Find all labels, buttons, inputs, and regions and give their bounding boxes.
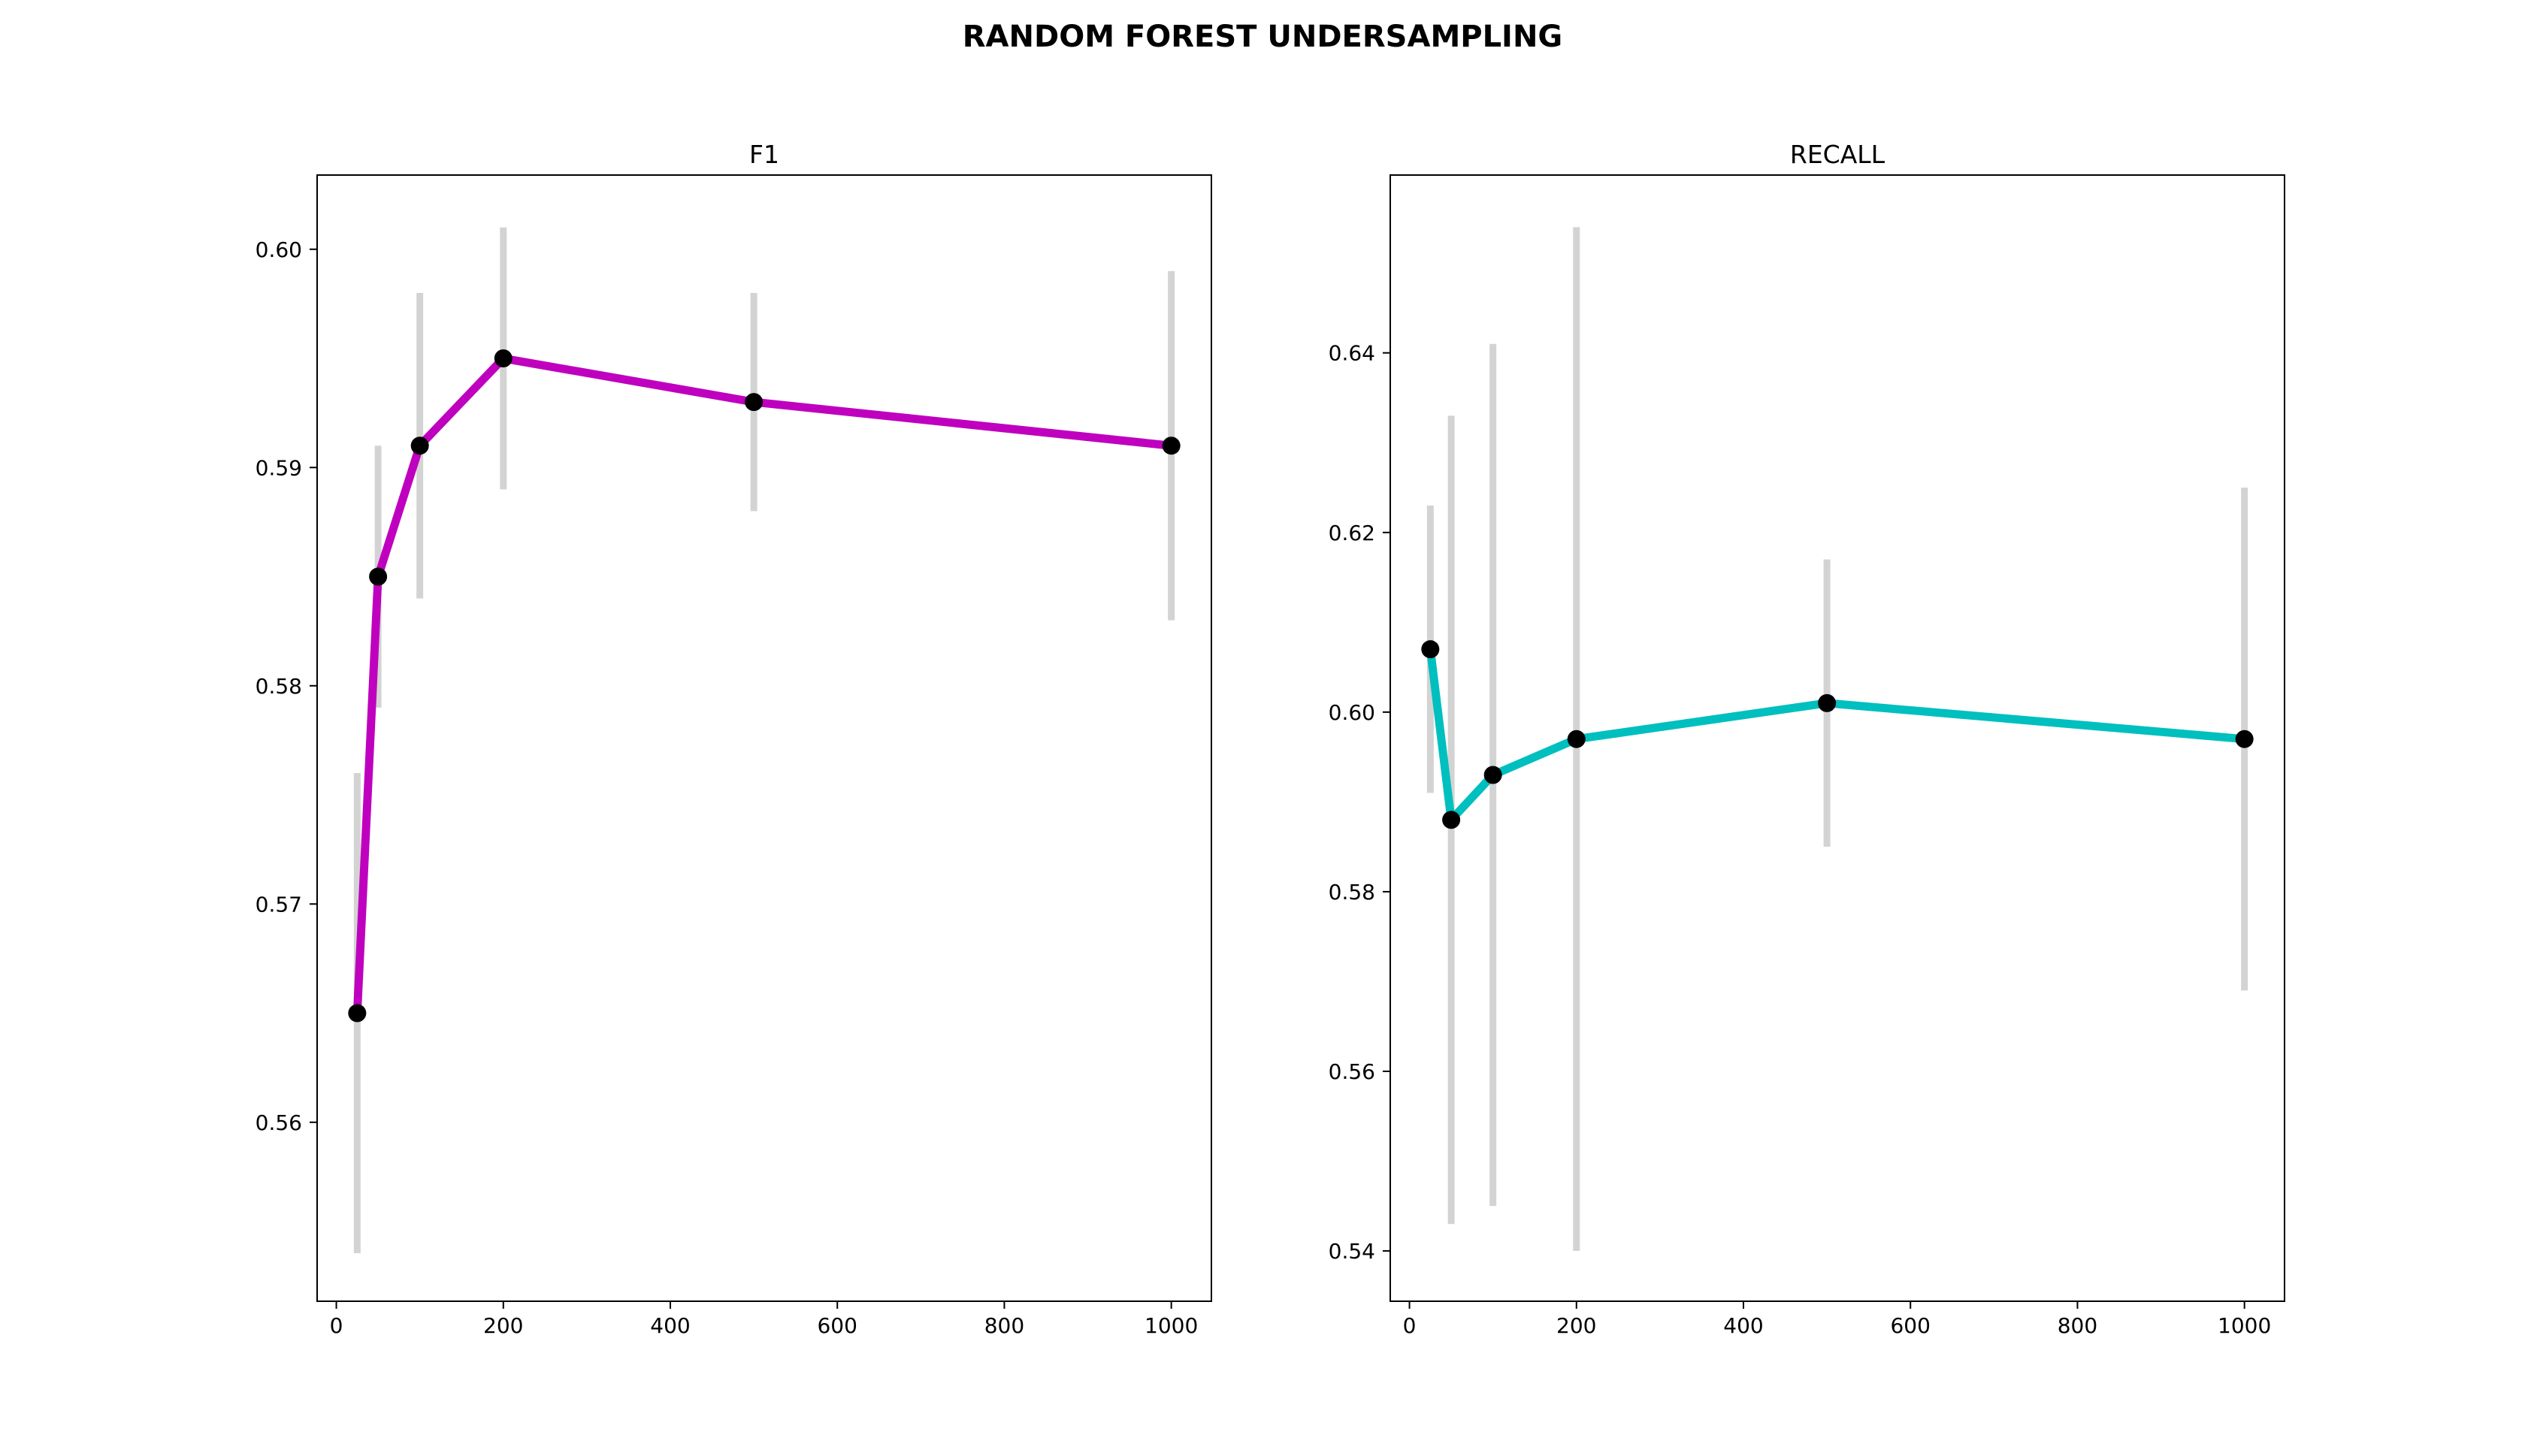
chart-title: RECALL (1790, 140, 1885, 169)
y-tick-label: 0.60 (1329, 700, 1375, 725)
x-tick-label: 600 (817, 1313, 857, 1338)
x-tick-label: 800 (984, 1313, 1024, 1338)
y-tick-label: 0.60 (256, 237, 302, 262)
x-tick-label: 0 (1403, 1313, 1417, 1338)
data-point (1162, 436, 1181, 455)
y-tick-label: 0.58 (256, 674, 302, 699)
data-point (348, 1004, 367, 1023)
y-tick-label: 0.64 (1329, 341, 1375, 366)
y-tick-label: 0.54 (1329, 1239, 1375, 1264)
data-point (494, 349, 513, 368)
x-tick-label: 1000 (1145, 1313, 1198, 1338)
data-point (745, 393, 764, 412)
x-tick-label: 600 (1890, 1313, 1930, 1338)
axes-frame (1390, 174, 2285, 1302)
y-tick-label: 0.57 (256, 892, 302, 917)
data-point (1567, 730, 1586, 748)
x-tick-label: 400 (650, 1313, 690, 1338)
y-tick-label: 0.56 (1329, 1059, 1375, 1084)
series-line (1426, 645, 2249, 824)
series-line (352, 354, 1176, 1018)
x-tick-label: 0 (330, 1313, 343, 1338)
data-point (2235, 730, 2254, 748)
y-tick-label: 0.56 (256, 1110, 302, 1135)
chart-title: F1 (749, 140, 779, 169)
x-tick-label: 200 (483, 1313, 523, 1338)
y-tick-label: 0.59 (256, 455, 302, 480)
y-tick-label: 0.58 (1329, 880, 1375, 905)
chart-panel-2: RECALL 0 200 400 600 800 1000 0.54 0.56 0.58 0.60 0… (1329, 140, 2285, 1338)
chart-panel-1: F1 0 200 400 600 800 1000 0.56 0.57 0.58 0.59 0.60 (256, 140, 1212, 1338)
data-point (410, 436, 429, 455)
data-point (1818, 693, 1837, 712)
data-point (369, 567, 388, 586)
x-tick-label: 400 (1723, 1313, 1763, 1338)
x-tick-label: 1000 (2218, 1313, 2271, 1338)
data-point (1483, 766, 1502, 784)
figure-title: RANDOM FOREST UNDERSAMPLING (962, 20, 1563, 54)
axes-frame (316, 174, 1212, 1302)
x-tick-label: 800 (2058, 1313, 2097, 1338)
y-tick-label: 0.62 (1329, 521, 1375, 545)
x-tick-label: 200 (1556, 1313, 1596, 1338)
data-point (1421, 640, 1440, 659)
data-point (1442, 811, 1461, 829)
